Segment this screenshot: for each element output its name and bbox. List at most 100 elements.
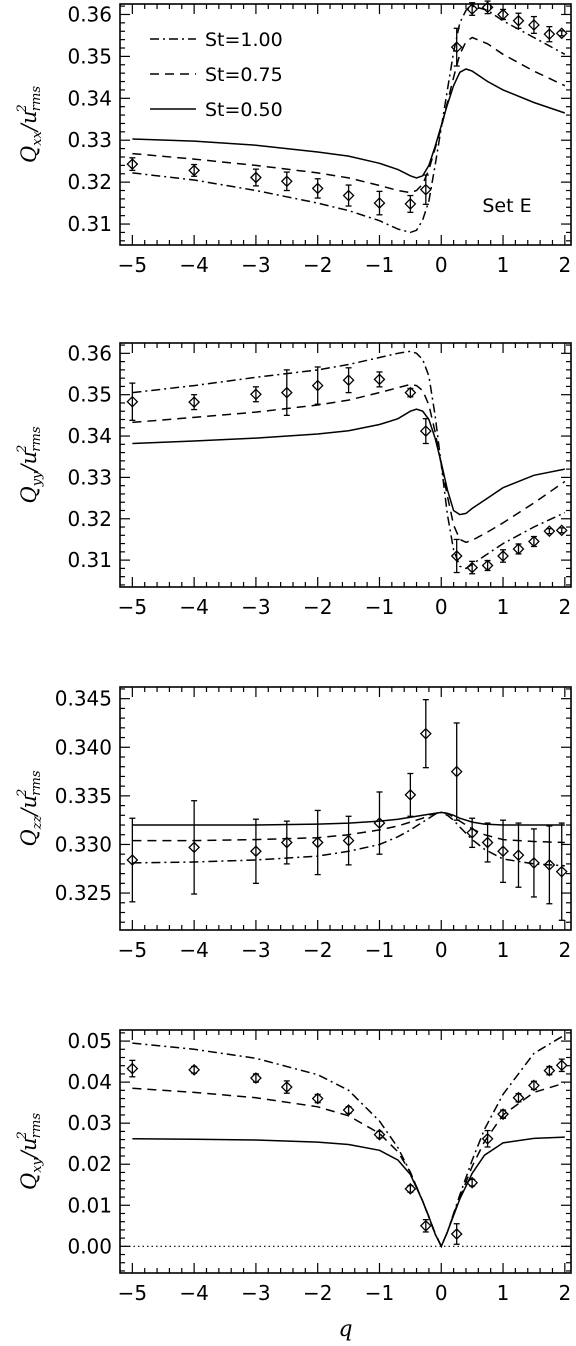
y-label-slash: /u [17,451,41,474]
x-tick-label: −4 [179,595,208,619]
data-point [419,727,432,740]
y-tick-label: 0.34 [67,86,112,110]
y-label-slash: /u [17,111,41,134]
y-tick-label: 0.32 [67,170,112,194]
data-point [342,1104,355,1116]
data-point [497,550,509,562]
x-tick-label: −1 [365,1281,394,1305]
data-point [342,189,355,202]
data-point [555,865,568,878]
x-tick-label: −5 [118,595,147,619]
data-point [543,525,556,538]
data-point [311,1092,324,1105]
data-point [404,788,417,801]
plot-frame [119,342,572,588]
data-point [404,198,417,210]
y-label-usub: rms [29,426,44,452]
y-label-q: Q [17,829,41,846]
plot-frame [119,3,572,246]
data-point [466,3,479,15]
x-tick-label: −3 [241,1281,270,1305]
data-point [342,374,355,387]
data-point [481,836,494,849]
data-point [528,19,540,31]
data-point [466,826,479,839]
data-point [481,1,494,14]
y-tick-label: 0.330 [55,832,112,856]
data-point [126,158,139,171]
panel-annotation: Set E [482,195,531,217]
panel-qxy: −5 −4 −3 −2 −1 0 1 2 0.00 0.01 0.02 0.03 0.04 0.05 Qxy… [15,1029,572,1342]
y-tick-label: 0.36 [67,341,112,365]
data-point [543,1064,556,1077]
y-tick-label: 0.35 [67,383,112,407]
data-point [450,550,463,562]
x-tick-label: 0 [435,253,448,277]
data-point [555,1059,568,1072]
y-label-usub: rms [29,1113,44,1139]
data-point [126,854,139,866]
x-tick-label: −2 [303,595,332,619]
y-tick-label: 0.36 [67,2,112,26]
y-axis-label: Qxy/u2rms [15,1113,45,1190]
data-point [404,386,417,399]
series-line-solid [132,408,565,516]
data-point [342,834,355,847]
y-label-sup: 2 [15,1131,30,1140]
data-point [280,836,293,849]
x-tick-label: 2 [558,1281,571,1305]
data-point [280,1081,293,1093]
x-axis-label: q [338,1317,352,1342]
data-point [528,1079,540,1092]
y-axis-label: Qzz/u2rms [15,770,45,846]
data-point [543,28,556,41]
x-tick-label: 2 [558,595,571,619]
data-point [497,1108,509,1121]
x-tick-label: 1 [497,938,510,962]
data-point [249,1072,262,1084]
data-point [466,1176,479,1189]
x-tick-label: 2 [558,938,571,962]
data-point [543,858,556,871]
x-tick-label: −5 [118,253,147,277]
y-tick-label: 0.31 [67,212,112,236]
data-point [450,41,463,54]
data-point [512,543,525,555]
series-line-solid [132,811,565,826]
series-line-dashdot [132,811,565,867]
data-point [280,386,293,399]
x-tick-label: −2 [303,938,332,962]
data-point [481,559,494,572]
x-tick-label: −3 [241,253,270,277]
x-tick-label: 0 [435,1281,448,1305]
data-point [188,396,201,409]
data-point [497,8,509,21]
y-label-slash: /u [17,1137,41,1160]
x-tick-label: −4 [179,938,208,962]
y-label-q: Q [17,486,41,503]
x-tick-label: 2 [558,253,571,277]
x-tick-label: −3 [241,938,270,962]
data-point [450,1228,463,1240]
x-tick-label: −1 [365,595,394,619]
y-axis-label: Qyy/u2rms [15,426,45,503]
y-tick-label: 0.325 [55,881,112,905]
data-point [373,1128,386,1141]
panel-qxx: −5 −4 −3 −2 −1 0 1 2 0.31 0.32 0.33 0.34 0.35 0.36 Qxx… [15,0,572,277]
series-line-solid [132,68,566,179]
series-line-solid [132,1136,565,1249]
series-line-dashdot [132,5,566,234]
series-line-dashed [132,36,566,194]
x-tick-label: −5 [118,938,147,962]
data-point [481,1132,494,1145]
data-point [512,849,525,862]
y-label-sub: zz [30,815,45,830]
data-point [528,857,540,869]
x-tick-label: −2 [303,1281,332,1305]
data-point [373,373,386,386]
data-point [280,175,293,188]
data-point [419,183,432,196]
y-label-sub: yy [30,471,45,487]
y-label-usub: rms [29,86,44,112]
y-tick-label: 0.05 [67,1029,112,1053]
